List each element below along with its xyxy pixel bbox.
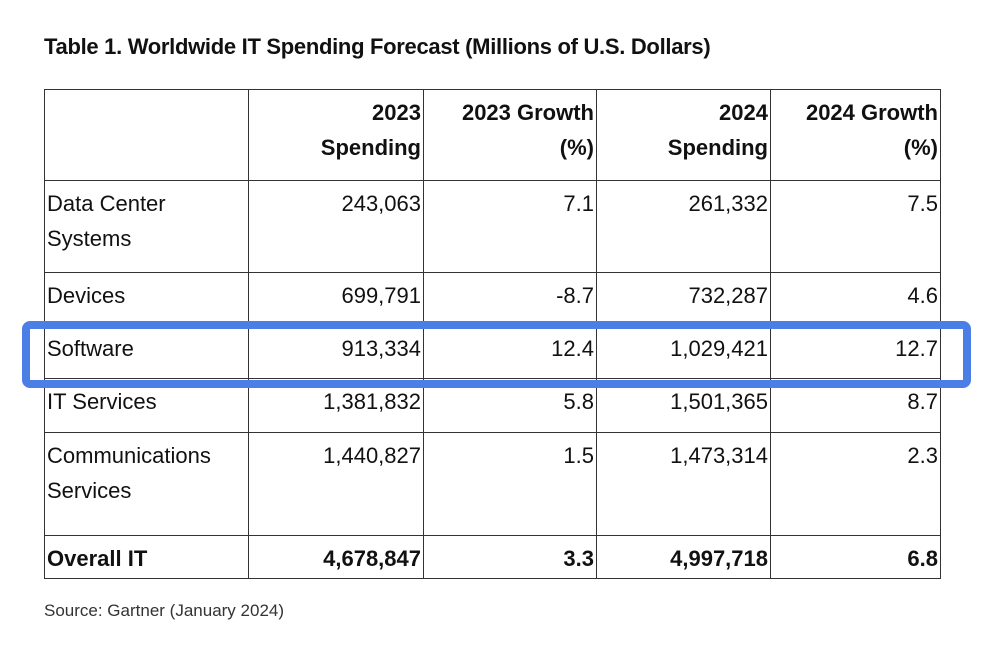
header-cell: 2023 Growth (%) [423, 89, 597, 181]
header-line: 2024 Growth [805, 100, 938, 125]
header-cell: 2024 Spending [596, 89, 771, 181]
cell: 3.3 [423, 535, 597, 579]
cell: -8.7 [423, 272, 597, 326]
cell: 4.6 [770, 272, 941, 326]
cell: 261,332 [596, 180, 771, 273]
cell: 243,063 [248, 180, 424, 273]
header-cell [44, 89, 249, 181]
data-row: Software 913,334 12.4 1,029,421 12.7 [44, 325, 941, 379]
header-line: Spending [320, 135, 421, 160]
row-label: Communications Services [44, 432, 249, 536]
cell: 732,287 [596, 272, 771, 326]
row-label: Devices [44, 272, 249, 326]
cell: 1,029,421 [596, 325, 771, 379]
cell: 2.3 [770, 432, 941, 536]
header-line: Spending [667, 135, 768, 160]
cell: 913,334 [248, 325, 424, 379]
cell: 1.5 [423, 432, 597, 536]
header-cell: 2024 Growth (%) [770, 89, 941, 181]
header-row: 2023 Spending 2023 Growth (%) 2024 Spending 20… [44, 89, 941, 181]
table-title: Table 1. Worldwide IT Spending Forecast … [44, 34, 711, 59]
cell: 699,791 [248, 272, 424, 326]
cell: 7.1 [423, 180, 597, 273]
data-row: Overall IT 4,678,847 3.3 4,997,718 6.8 [44, 535, 941, 579]
row-label: Data Center Systems [44, 180, 249, 273]
row-label: Overall IT [44, 535, 249, 579]
header-cell: 2023 Spending [248, 89, 424, 181]
cell: 12.4 [423, 325, 597, 379]
cell: 4,997,718 [596, 535, 771, 579]
cell: 4,678,847 [248, 535, 424, 579]
data-row: Communications Services 1,440,827 1.5 1,473… [44, 432, 941, 536]
cell: 1,473,314 [596, 432, 771, 536]
header-line: 2024 [719, 100, 768, 125]
source-note: Source: Gartner (January 2024) [44, 601, 285, 620]
header-line: 2023 [372, 100, 421, 125]
spending-table: 2023 Spending 2023 Growth (%) 2024 Spending 20… [44, 89, 941, 579]
cell: 6.8 [770, 535, 941, 579]
cell: 7.5 [770, 180, 941, 273]
cell: 1,440,827 [248, 432, 424, 536]
data-row: Data Center Systems 243,063 7.1 261,332 7.5 [44, 180, 941, 273]
header-line: (%) [903, 135, 938, 160]
row-highlight [22, 321, 971, 388]
header-line: (%) [559, 135, 594, 160]
header-line: 2023 Growth [461, 100, 594, 125]
data-row: Devices 699,791 -8.7 732,287 4.6 [44, 272, 941, 326]
row-label: Software [44, 325, 249, 379]
